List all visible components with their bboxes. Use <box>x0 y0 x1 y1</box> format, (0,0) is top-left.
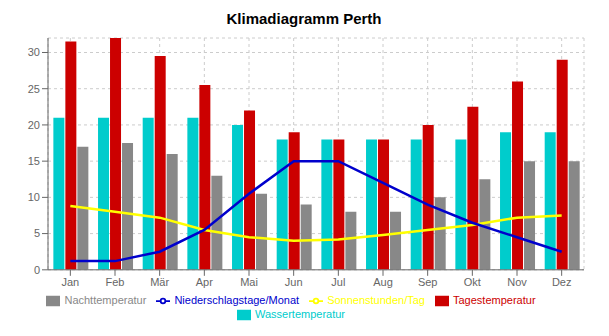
svg-text:5: 5 <box>34 227 40 239</box>
svg-text:Feb: Feb <box>106 276 125 288</box>
svg-text:Mai: Mai <box>240 276 258 288</box>
svg-text:30: 30 <box>28 46 40 58</box>
html-text:Niederschlagstage/Monat: Niederschlagstage/Monat <box>174 293 300 306</box>
svg-text:Sep: Sep <box>418 276 438 288</box>
svg-text:0: 0 <box>34 264 40 276</box>
html-text:Tagestemperatur: Tagestemperatur <box>453 293 536 306</box>
html-text:Sonnenstunden/Tag: Sonnenstunden/Tag <box>327 293 425 306</box>
html-text:Wassertemperatur: Wassertemperatur <box>255 307 345 320</box>
svg-text:15: 15 <box>28 155 40 167</box>
svg-text:20: 20 <box>28 119 40 131</box>
svg-text:Nov: Nov <box>507 276 527 288</box>
svg-text:10: 10 <box>28 191 40 203</box>
svg-text:Okt: Okt <box>464 276 481 288</box>
svg-text:25: 25 <box>28 83 40 95</box>
svg-text:Aug: Aug <box>373 276 393 288</box>
svg-text:Jun: Jun <box>285 276 303 288</box>
svg-text:Mär: Mär <box>150 276 169 288</box>
svg-text:Jul: Jul <box>331 276 345 288</box>
html-text:Nachttemperatur: Nachttemperatur <box>64 293 147 306</box>
html-text:Klimadiagramm Perth: Klimadiagramm Perth <box>226 10 382 27</box>
svg-text:Apr: Apr <box>196 276 213 288</box>
svg-text:Jan: Jan <box>61 276 79 288</box>
svg-text:Dez: Dez <box>552 276 572 288</box>
